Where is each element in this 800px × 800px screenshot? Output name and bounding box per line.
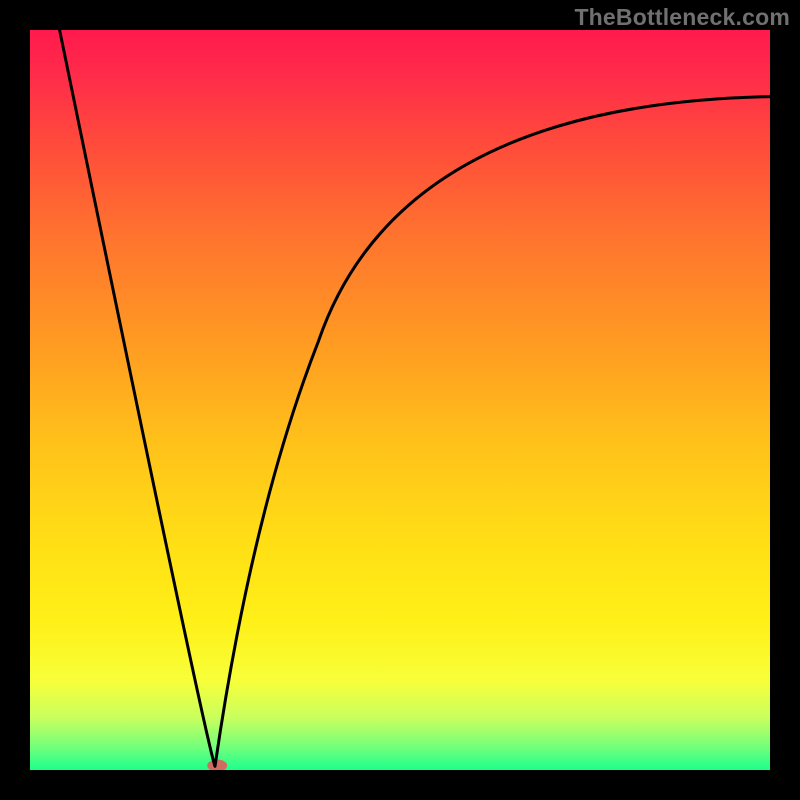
plot-area [30,30,770,770]
gradient-background [30,30,770,770]
bottleneck-chart-svg [30,30,770,770]
watermark-text: TheBottleneck.com [574,4,790,31]
chart-container: TheBottleneck.com [0,0,800,800]
